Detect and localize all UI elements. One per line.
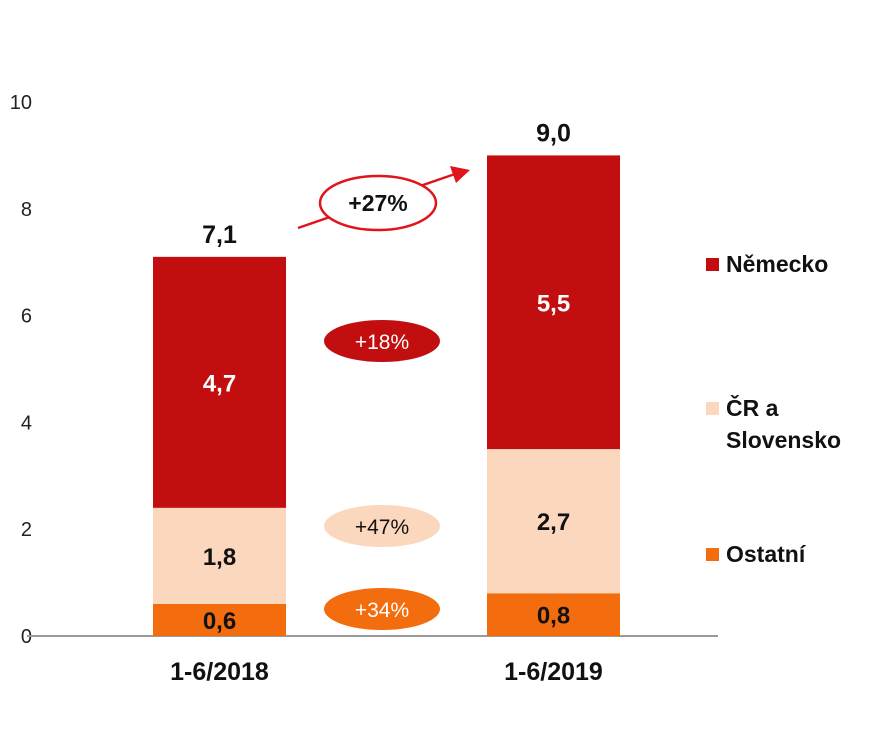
- legend-swatch: [706, 258, 719, 271]
- data-label: 2,7: [537, 509, 570, 536]
- growth-badge-label: +18%: [355, 331, 409, 354]
- bar-segment: [153, 603, 286, 636]
- bar-segment: [487, 593, 620, 636]
- y-tick-label: 2: [21, 519, 32, 541]
- y-tick-label: 10: [10, 92, 32, 114]
- growth-badge: [324, 588, 440, 630]
- y-tick-label: 6: [21, 306, 32, 328]
- total-growth-ellipse: [318, 174, 438, 232]
- total-growth-label: +27%: [348, 190, 407, 216]
- data-label: 4,7: [203, 370, 236, 397]
- legend-swatch: [706, 548, 719, 561]
- bar-segment: [153, 507, 286, 604]
- y-tick-label: 8: [21, 199, 32, 221]
- legend-label: ČR a Slovensko: [726, 394, 841, 453]
- data-label: 5,5: [537, 290, 570, 317]
- data-label: 1,8: [203, 544, 236, 571]
- x-category-label: 1-6/2019: [504, 658, 603, 686]
- growth-arrow-head: [450, 166, 470, 183]
- growth-badge: [324, 320, 440, 362]
- y-tick-label: 0: [21, 626, 32, 648]
- total-label: 9,0: [536, 119, 571, 147]
- bar-segment: [487, 155, 620, 450]
- bar-segment: [487, 449, 620, 594]
- growth-badge-label: +34%: [355, 599, 409, 622]
- legend-label: Německo: [726, 251, 828, 277]
- x-category-label: 1-6/2018: [170, 658, 269, 686]
- data-label: 0,6: [203, 608, 236, 635]
- legend-swatch: [706, 402, 719, 415]
- bar-segment: [153, 256, 286, 508]
- growth-badge: [324, 505, 440, 547]
- legend-label: Ostatní: [726, 541, 807, 567]
- growth-badge-label: +47%: [355, 516, 409, 539]
- data-label: 0,8: [537, 603, 570, 630]
- total-label: 7,1: [202, 221, 237, 249]
- y-tick-label: 4: [21, 412, 32, 434]
